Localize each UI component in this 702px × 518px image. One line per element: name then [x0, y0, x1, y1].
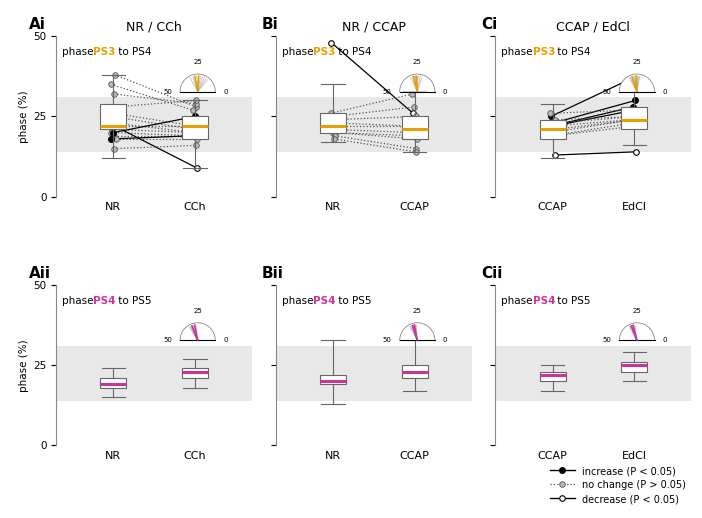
Text: PS3: PS3 [93, 48, 116, 57]
Text: Aii: Aii [29, 266, 51, 281]
Bar [56, 97, 252, 152]
Text: 50: 50 [602, 89, 611, 95]
Bar [320, 375, 346, 384]
Text: 25: 25 [633, 59, 642, 65]
Bar [56, 346, 252, 400]
Title: NR / CCh: NR / CCh [126, 21, 182, 34]
Text: 50: 50 [164, 337, 172, 343]
Text: 0: 0 [663, 89, 667, 95]
Text: Ai: Ai [29, 17, 46, 32]
Text: Bii: Bii [262, 266, 284, 281]
Bar [100, 104, 126, 130]
Text: phase: phase [62, 296, 97, 306]
Text: to PS5: to PS5 [115, 296, 152, 306]
Text: to PS5: to PS5 [335, 296, 371, 306]
Bar [621, 362, 647, 371]
Text: phase: phase [282, 48, 317, 57]
Bar [540, 371, 566, 381]
Text: PS4: PS4 [313, 296, 336, 306]
Text: Bi: Bi [262, 17, 279, 32]
Text: 50: 50 [602, 337, 611, 343]
Bar [276, 97, 472, 152]
Text: PS4: PS4 [533, 296, 555, 306]
Text: 0: 0 [443, 89, 447, 95]
Bar [320, 113, 346, 133]
Text: 25: 25 [633, 308, 642, 314]
Text: phase: phase [501, 296, 536, 306]
Text: phase: phase [282, 296, 317, 306]
Text: 50: 50 [383, 89, 392, 95]
Text: to PS4: to PS4 [554, 48, 590, 57]
Text: Cii: Cii [482, 266, 503, 281]
Text: PS4: PS4 [93, 296, 116, 306]
Title: CCAP / EdCl: CCAP / EdCl [557, 21, 630, 34]
Text: 0: 0 [223, 337, 227, 343]
Bar [402, 117, 428, 139]
Bar [621, 107, 647, 130]
Text: 0: 0 [223, 89, 227, 95]
Y-axis label: phase (%): phase (%) [19, 90, 29, 143]
Bar [182, 368, 208, 378]
Text: to PS4: to PS4 [115, 48, 152, 57]
Text: 50: 50 [383, 337, 392, 343]
Legend: increase (P < 0.05), no change (P > 0.05), decrease (P < 0.05): increase (P < 0.05), no change (P > 0.05… [546, 463, 690, 508]
Text: phase: phase [62, 48, 97, 57]
Text: 0: 0 [663, 337, 667, 343]
Text: phase: phase [501, 48, 536, 57]
Text: 25: 25 [413, 59, 422, 65]
Bar [276, 346, 472, 400]
Text: Ci: Ci [482, 17, 498, 32]
Bar [100, 378, 126, 387]
Text: 50: 50 [164, 89, 172, 95]
Bar [496, 97, 691, 152]
Text: 0: 0 [443, 337, 447, 343]
Y-axis label: phase (%): phase (%) [19, 339, 29, 392]
Bar [182, 117, 208, 139]
Text: 25: 25 [193, 308, 202, 314]
Bar [402, 365, 428, 378]
Text: to PS5: to PS5 [554, 296, 590, 306]
Text: 25: 25 [193, 59, 202, 65]
Text: PS3: PS3 [533, 48, 555, 57]
Text: to PS4: to PS4 [335, 48, 371, 57]
Bar [540, 120, 566, 139]
Text: PS3: PS3 [313, 48, 336, 57]
Text: 25: 25 [413, 308, 422, 314]
Bar [496, 346, 691, 400]
Title: NR / CCAP: NR / CCAP [342, 21, 406, 34]
